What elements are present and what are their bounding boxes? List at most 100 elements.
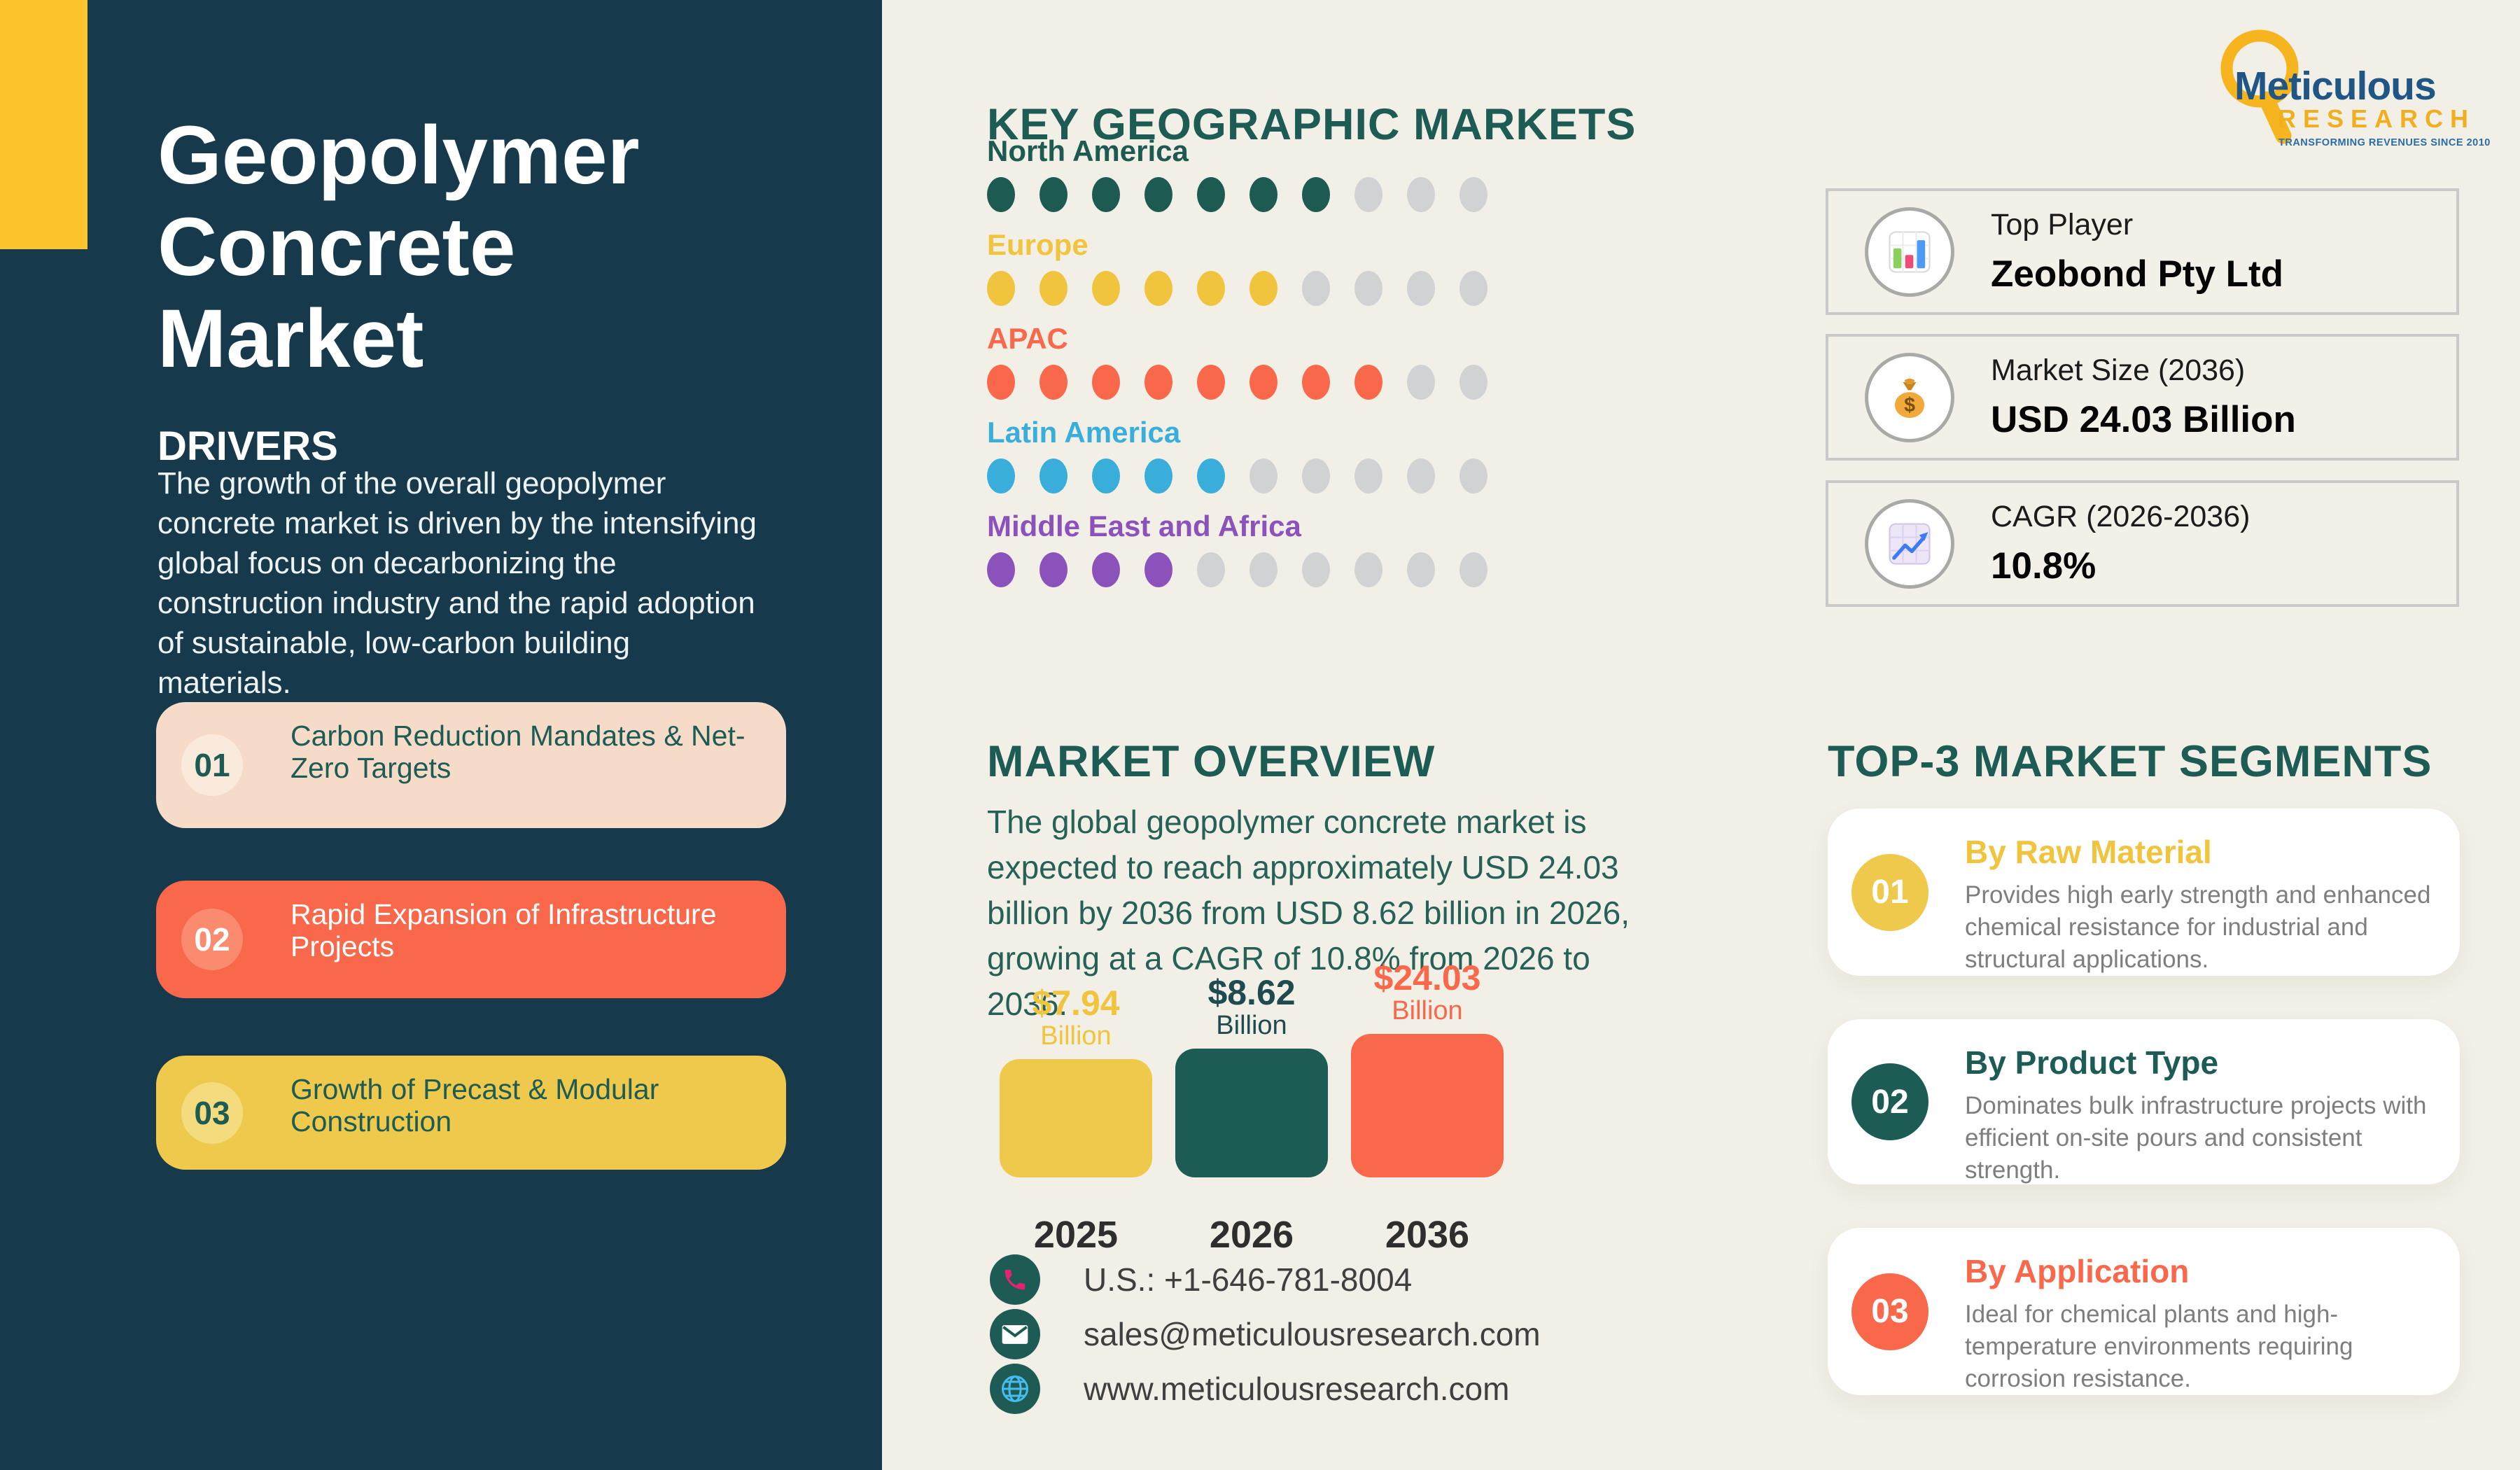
dot-filled	[1040, 458, 1068, 493]
dot-filled	[987, 552, 1015, 587]
segment-body: Ideal for chemical plants and high-tempe…	[1965, 1301, 2353, 1392]
phone-icon	[990, 1254, 1040, 1305]
accent-bar	[0, 0, 88, 249]
segment-number-badge: 01	[1851, 853, 1928, 931]
dot-filled	[1040, 552, 1068, 587]
segment-card-product-type: 02 By Product Type Dominates bulk infras…	[1828, 1019, 2460, 1184]
bar-year-label: 2025	[1033, 1214, 1119, 1256]
bar-chart-icon	[1865, 206, 1954, 297]
bar-unit-label: Billion	[1216, 1011, 1287, 1040]
dot-filled	[1302, 177, 1330, 212]
dot-filled	[1197, 365, 1225, 400]
dot-empty	[1460, 177, 1488, 212]
contact-phone-row: U.S.: +1-646-781-8004	[990, 1254, 1541, 1305]
logo-name: Meticulous	[2234, 64, 2436, 108]
bar-column: $24.03 Billion	[1351, 960, 1504, 1177]
stat-label: CAGR (2026-2036)	[1991, 500, 2250, 533]
segment-title: By Raw Material	[1965, 834, 2212, 870]
dot-filled	[1092, 365, 1120, 400]
logo-subtitle: RESEARCH	[2278, 104, 2475, 133]
contact-block: U.S.: +1-646-781-8004 sales@meticulousre…	[990, 1254, 1541, 1418]
dot-empty	[1354, 177, 1382, 212]
dot-empty	[1407, 458, 1435, 493]
region-group: North America	[987, 136, 1617, 212]
dot-empty	[1250, 552, 1278, 587]
dot-filled	[1040, 271, 1068, 306]
region-group: Europe	[987, 230, 1617, 306]
drivers-text: The growth of the overall geopolymer con…	[158, 466, 757, 700]
dot-filled	[1250, 271, 1278, 306]
stat-card-cagr: CAGR (2026-2036) 10.8%	[1826, 480, 2459, 607]
stat-value: 10.8%	[1991, 545, 2096, 587]
dot-empty	[1407, 177, 1435, 212]
dot-filled	[1144, 458, 1172, 493]
driver-title: Growth of Precast & Modular Construction	[290, 1073, 659, 1138]
page-title-line: Concrete	[158, 201, 516, 294]
dot-empty	[1460, 458, 1488, 493]
top3-segments-heading: TOP-3 MARKET SEGMENTS	[1828, 737, 2432, 787]
page-title-line: Market	[158, 293, 424, 386]
driver-number-badge: 02	[181, 909, 243, 970]
stat-label: Market Size (2036)	[1991, 354, 2246, 387]
dot-empty	[1354, 458, 1382, 493]
driver-number-badge: 01	[181, 734, 243, 796]
dot-empty	[1460, 552, 1488, 587]
market-overview-heading: MARKET OVERVIEW	[987, 737, 1436, 787]
bar-rect	[1000, 1059, 1152, 1177]
drivers-heading: DRIVERS	[158, 424, 338, 470]
stat-label: Top Player	[1991, 208, 2134, 241]
driver-card-3: 03 Growth of Precast & Modular Construct…	[156, 1056, 786, 1170]
region-label: Europe	[987, 228, 1088, 261]
segment-number-badge: 03	[1851, 1273, 1928, 1350]
page-title-line: Geopolymer	[158, 109, 640, 202]
dot-filled	[1040, 177, 1068, 212]
driver-card-2: 02 Rapid Expansion of Infrastructure Pro…	[156, 881, 786, 998]
region-group: APAC	[987, 323, 1617, 400]
stat-card-market-size: $ Market Size (2036) USD 24.03 Billion	[1826, 334, 2459, 461]
dot-empty	[1407, 552, 1435, 587]
segment-card-application: 03 By Application Ideal for chemical pla…	[1828, 1228, 2460, 1395]
logo-tagline: TRANSFORMING REVENUES SINCE 2010	[2278, 137, 2491, 148]
dot-filled	[1144, 365, 1172, 400]
bar-rect	[1351, 1034, 1504, 1177]
dot-empty	[1197, 552, 1225, 587]
dot-filled	[1092, 177, 1120, 212]
email-icon	[990, 1309, 1040, 1359]
contact-email-text[interactable]: sales@meticulousresearch.com	[1084, 1316, 1541, 1352]
dot-filled	[987, 177, 1015, 212]
dot-filled	[1197, 458, 1225, 493]
dot-filled	[1197, 177, 1225, 212]
magnifier-icon	[2220, 29, 2299, 144]
dot-empty	[1407, 271, 1435, 306]
region-label: Latin America	[987, 416, 1181, 449]
bar-unit-label: Billion	[1392, 996, 1463, 1026]
dot-empty	[1302, 458, 1330, 493]
dot-empty	[1407, 365, 1435, 400]
page-title: Geopolymer Concrete Market	[158, 110, 858, 385]
region-label: APAC	[987, 322, 1068, 355]
money-bag-icon: $	[1865, 352, 1954, 442]
dot-rating	[987, 458, 1617, 493]
dot-filled	[1144, 177, 1172, 212]
segment-title: By Product Type	[1965, 1044, 2219, 1081]
bar-value-label: $7.94	[1032, 983, 1120, 1023]
svg-text:$: $	[1904, 394, 1915, 416]
contact-email-row: sales@meticulousresearch.com	[990, 1309, 1541, 1359]
bar-chart-year-axis: 2025 2026 2036	[1000, 1213, 1504, 1256]
contact-website-text[interactable]: www.meticulousresearch.com	[1084, 1371, 1510, 1407]
contact-phone-text[interactable]: U.S.: +1-646-781-8004	[1084, 1261, 1413, 1298]
dot-empty	[1302, 552, 1330, 587]
dot-filled	[1250, 177, 1278, 212]
segment-title: By Application	[1965, 1253, 2190, 1289]
driver-card-1: 01 Carbon Reduction Mandates & Net-Zero …	[156, 702, 786, 828]
dot-filled	[987, 365, 1015, 400]
dot-filled	[1144, 271, 1172, 306]
dot-filled	[987, 271, 1015, 306]
dot-filled	[1197, 271, 1225, 306]
segment-body: Dominates bulk infrastructure projects w…	[1965, 1092, 2427, 1184]
region-label: Middle East and Africa	[987, 510, 1301, 542]
dot-empty	[1250, 458, 1278, 493]
dot-rating	[987, 177, 1617, 212]
bar-value-label: $8.62	[1208, 973, 1296, 1012]
